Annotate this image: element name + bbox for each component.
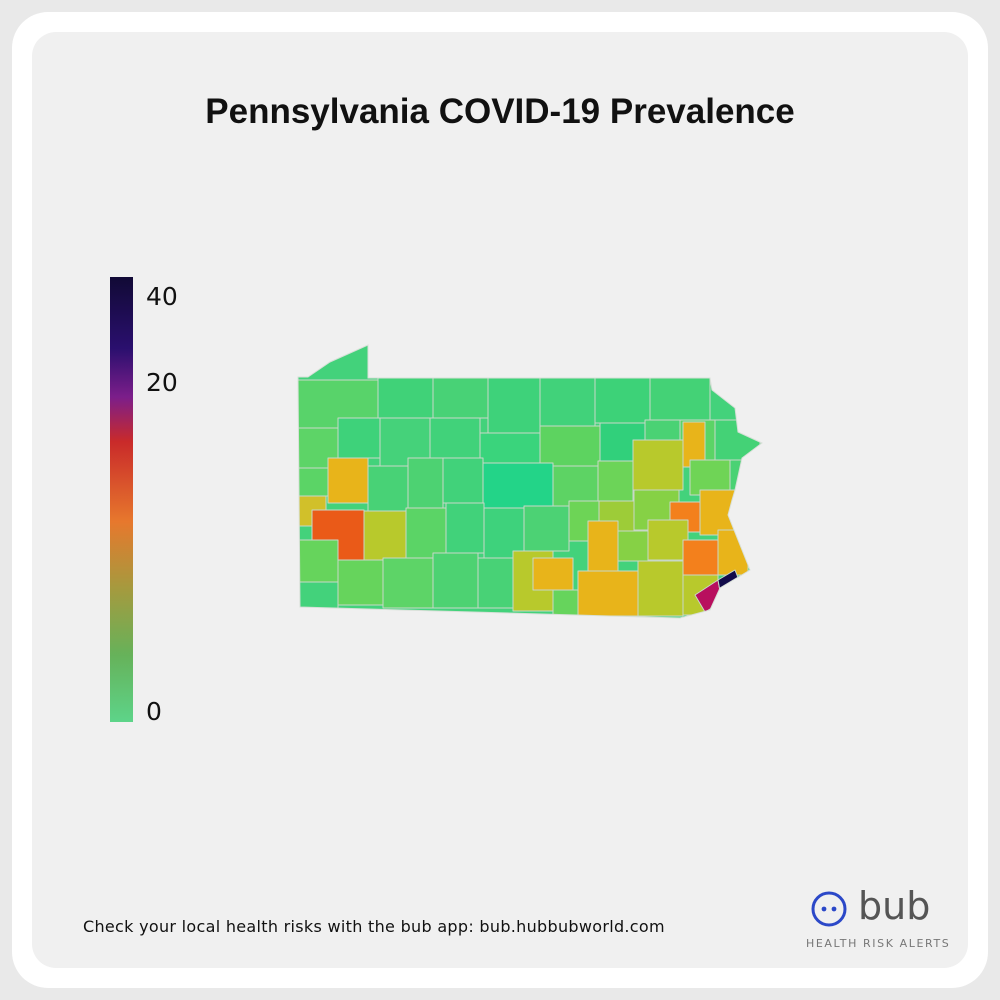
pennsylvania-county-map [297, 344, 763, 619]
page-title: Pennsylvania COVID-19 Prevalence [205, 92, 795, 131]
footer-promo-text: Check your local health risks with the b… [83, 917, 665, 936]
scale-tick-0: 0 [146, 697, 162, 726]
scale-tick-20: 20 [146, 368, 178, 397]
brand-tagline: HEALTH RISK ALERTS [806, 937, 951, 950]
scale-tick-40: 40 [146, 282, 178, 311]
brand-name: bub [858, 884, 931, 928]
color-scale-bar [110, 277, 133, 722]
bub-logo-icon [811, 891, 847, 927]
